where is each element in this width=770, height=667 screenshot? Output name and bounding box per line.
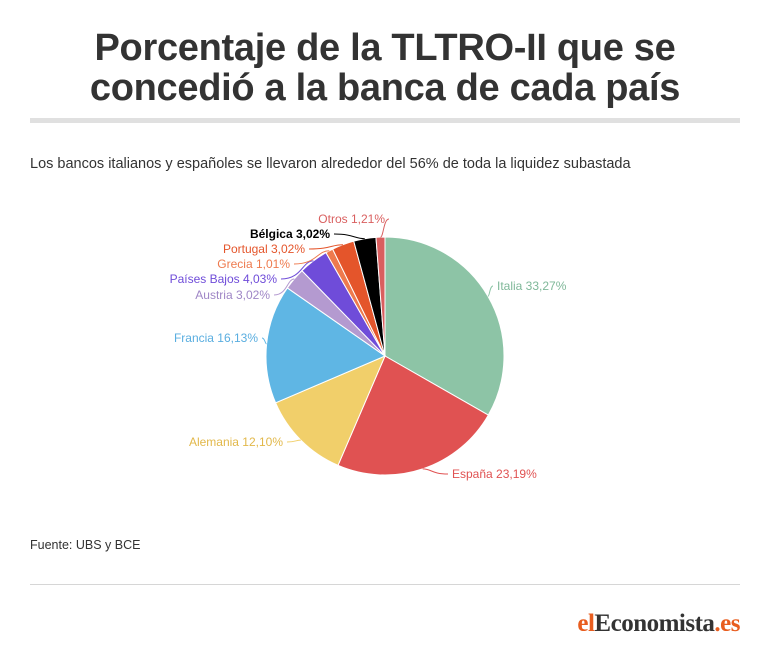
leader-line-alemania bbox=[286, 439, 301, 443]
pie-slice-francia bbox=[265, 287, 387, 404]
pie-slice-otros bbox=[375, 236, 386, 357]
slice-label-italia: Italia 33,27% bbox=[497, 279, 567, 293]
title-divider bbox=[30, 118, 740, 123]
slice-label-otros: Otros 1,21% bbox=[318, 212, 385, 226]
slice-label-austria: Austria 3,02% bbox=[195, 288, 270, 302]
leader-line-grecia bbox=[293, 250, 330, 265]
leader-line-espana bbox=[422, 468, 449, 475]
leader-line-italia bbox=[487, 285, 494, 297]
brand-logo: elEconomista.es bbox=[577, 610, 740, 638]
slice-label-alemania: Alemania 12,10% bbox=[189, 435, 283, 449]
leader-line-francia bbox=[261, 337, 267, 345]
slice-label-paises-bajos: Países Bajos 4,03% bbox=[170, 272, 278, 286]
chart-title-line-1: Porcentaje de la TLTRO-II que se bbox=[94, 27, 676, 69]
chart-subtitle: Los bancos italianos y españoles se llev… bbox=[30, 156, 631, 172]
logo-part-2: Economista bbox=[594, 610, 715, 637]
chart-title-line-2: concedió a la banca de cada país bbox=[89, 67, 681, 109]
leader-line-belgica bbox=[333, 233, 365, 240]
chart-title: Porcentaje de la TLTRO-II que se concedi… bbox=[30, 28, 740, 108]
pie-slice-alemania bbox=[274, 355, 386, 466]
pie-chart: Italia 33,27% España 23,19% Alemania 12,10… bbox=[170, 212, 567, 481]
leader-line-portugal bbox=[308, 244, 344, 250]
footer-divider bbox=[30, 584, 740, 585]
slice-label-grecia: Grecia 1,01% bbox=[217, 257, 290, 271]
slice-label-francia: Francia 16,13% bbox=[174, 331, 258, 345]
logo-part-3: .es bbox=[714, 610, 740, 637]
slice-label-belgica: Bélgica 3,02% bbox=[250, 227, 330, 241]
slice-label-espana: España 23,19% bbox=[452, 467, 537, 481]
slice-label-portugal: Portugal 3,02% bbox=[223, 242, 305, 256]
leader-line-otros bbox=[380, 218, 390, 238]
leader-line-austria bbox=[273, 278, 295, 296]
leader-line-paises-bajos bbox=[280, 260, 314, 280]
source-note: Fuente: UBS y BCE bbox=[30, 538, 141, 552]
logo-part-1: el bbox=[577, 610, 595, 637]
